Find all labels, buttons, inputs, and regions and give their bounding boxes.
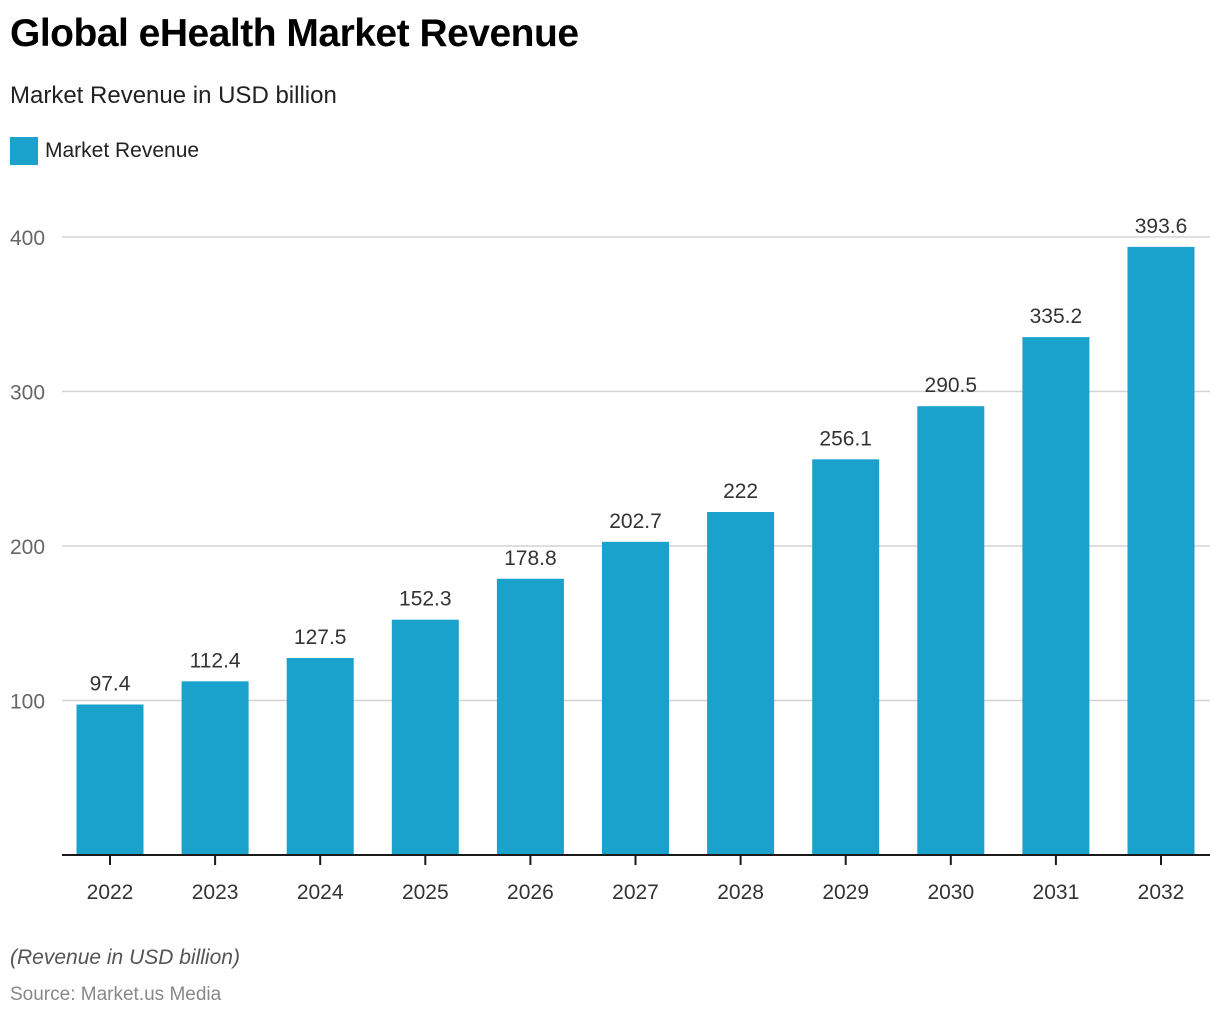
chart-note: (Revenue in USD billion) [10,946,240,969]
bar [1127,246,1195,855]
bar-value-label: 97.4 [90,673,131,696]
bars [76,246,1195,856]
legend-label: Market Revenue [45,139,200,162]
x-tick-label: 2027 [612,881,659,904]
x-tick-label: 2029 [822,881,869,904]
bar [181,681,249,855]
bar [391,619,459,855]
bar [917,406,985,855]
chart-subtitle: Market Revenue in USD billion [10,82,337,109]
legend-swatch [10,137,38,165]
bar-value-label: 335.2 [1030,305,1083,328]
x-ticks [109,855,1162,865]
chart-title: Global eHealth Market Revenue [10,12,579,55]
bar [76,704,144,855]
legend: Market Revenue [10,137,199,165]
bar-value-labels: 97.4 112.4 127.5 152.3 178.8 202.7 222 256.1 290… [90,215,1188,696]
x-tick-labels: 2022 2023 2024 2025 2026 2027 2028 2029 2030 2031… [87,881,1185,904]
x-tick-label: 2025 [402,881,449,904]
bar [1022,337,1090,856]
bar-value-label: 178.8 [504,547,557,570]
bar [707,512,775,855]
bar-value-label: 393.6 [1135,215,1188,238]
x-tick-label: 2028 [717,881,764,904]
x-tick-label: 2022 [87,881,134,904]
x-tick-label: 2023 [192,881,239,904]
bar-value-label: 290.5 [925,374,978,397]
x-tick-label: 2026 [507,881,554,904]
x-tick-label: 2031 [1033,881,1080,904]
y-tick-label: 100 [10,691,45,714]
bar-value-label: 152.3 [399,588,452,611]
bar [602,541,669,855]
y-tick-label: 200 [10,536,45,559]
chart-source: Source: Market.us Media [10,984,222,1005]
bar [812,459,880,855]
bar-value-label: 256.1 [819,427,872,450]
x-tick-label: 2030 [927,881,974,904]
y-tick-label: 400 [10,227,45,250]
x-tick-label: 2024 [297,881,344,904]
bar-value-label: 127.5 [294,626,347,649]
y-tick-labels: 100 200 300 400 [10,227,45,714]
bar-value-label: 112.4 [190,649,241,672]
bar [496,578,564,855]
bar-value-label: 222 [723,480,758,503]
bar-value-label: 202.7 [609,510,662,533]
x-tick-label: 2032 [1138,881,1185,904]
bar [286,658,354,855]
y-tick-label: 300 [10,382,45,405]
